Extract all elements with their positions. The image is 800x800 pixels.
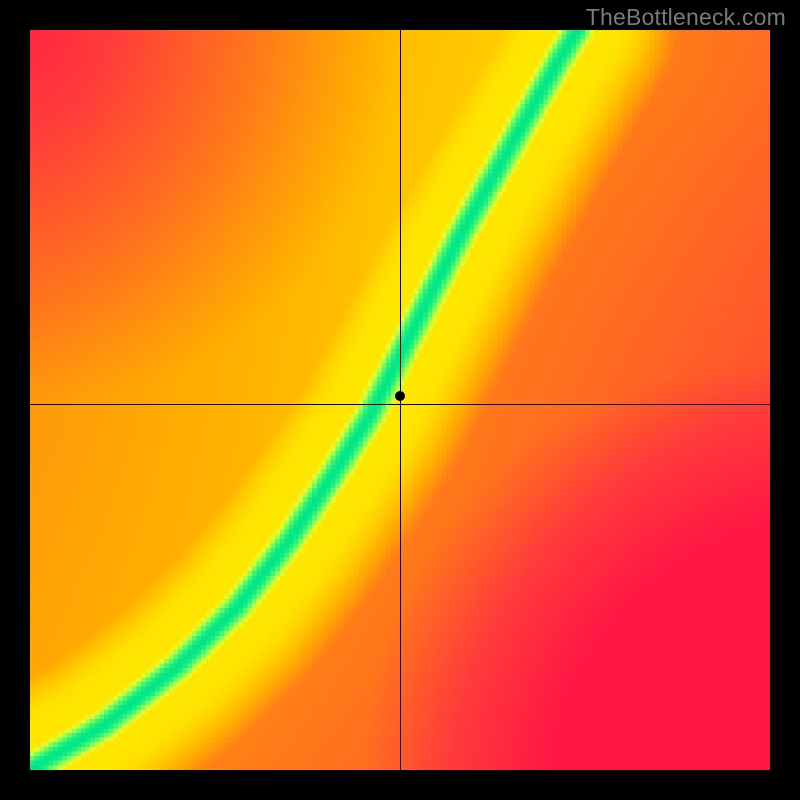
heatmap-plot	[30, 30, 770, 770]
chart-frame: TheBottleneck.com	[0, 0, 800, 800]
watermark-text: TheBottleneck.com	[586, 4, 786, 31]
crosshair-horizontal	[30, 404, 770, 405]
